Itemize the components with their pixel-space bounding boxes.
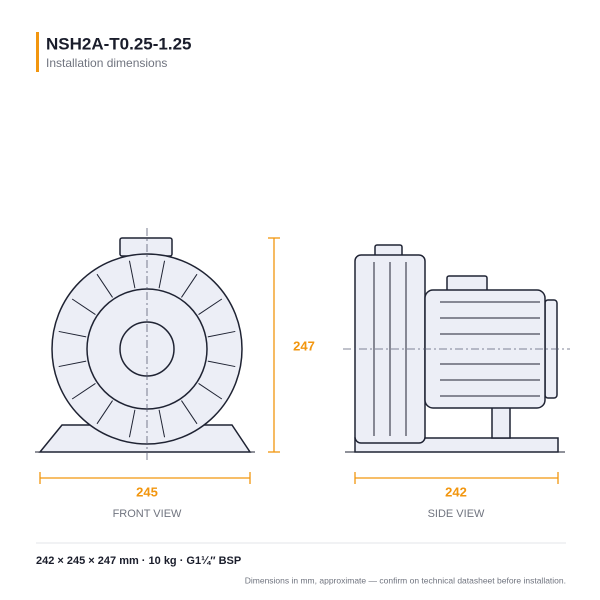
line bbox=[128, 409, 136, 438]
depth-label: 242 bbox=[445, 484, 467, 499]
line bbox=[198, 298, 223, 315]
note: Dimensions in mm, approximate — confirm … bbox=[245, 575, 566, 585]
front-view: 247 245 FRONT VIEW bbox=[35, 228, 315, 520]
line bbox=[207, 360, 236, 368]
fins bbox=[440, 301, 540, 397]
subtitle: Installation dimensions bbox=[46, 56, 167, 70]
stand bbox=[491, 405, 511, 439]
line bbox=[207, 330, 236, 338]
line bbox=[128, 260, 136, 289]
height-label: 247 bbox=[293, 338, 315, 353]
title: NSH2A-T0.25-1.25 bbox=[46, 34, 192, 53]
view-label: FRONT VIEW bbox=[113, 508, 182, 520]
width-label: 245 bbox=[136, 484, 158, 499]
line bbox=[96, 400, 113, 425]
line bbox=[58, 330, 87, 338]
specs: 242 × 245 × 247 mm · 10 kg · G1¼″ BSP bbox=[36, 555, 241, 567]
spokes bbox=[58, 260, 236, 438]
line bbox=[198, 383, 223, 400]
side-view: 242 SIDE VIEW bbox=[343, 244, 570, 520]
line bbox=[58, 360, 87, 368]
line bbox=[181, 400, 198, 425]
line bbox=[158, 260, 166, 289]
line bbox=[158, 409, 166, 438]
line bbox=[71, 298, 96, 315]
line bbox=[96, 273, 113, 298]
line bbox=[71, 383, 96, 400]
line bbox=[181, 273, 198, 298]
accent-bar bbox=[36, 32, 39, 72]
view-label: SIDE VIEW bbox=[428, 508, 485, 520]
